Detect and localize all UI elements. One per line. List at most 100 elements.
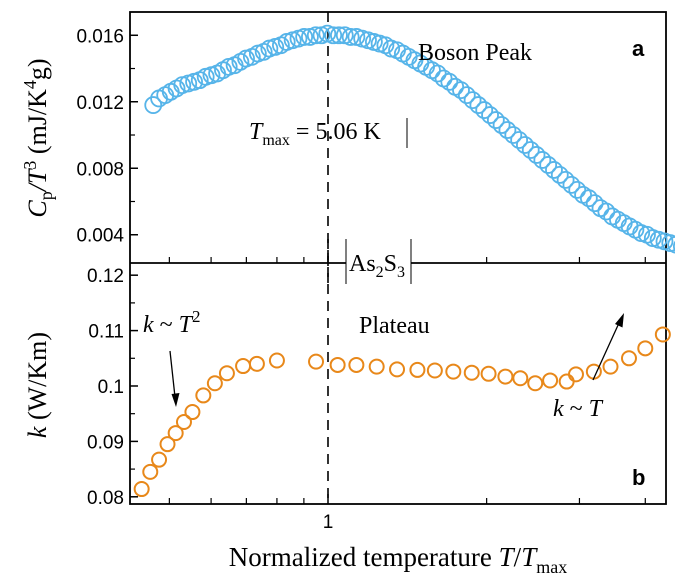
heat-capacity-point (545, 161, 563, 179)
heat-capacity-point (667, 235, 675, 254)
heat-capacity-point (527, 146, 546, 164)
thermal-conductivity-point (184, 404, 201, 421)
heat-capacity-point (463, 91, 482, 109)
thermal-conductivity-point (248, 355, 265, 372)
heat-capacity-point (498, 121, 517, 139)
x-tick-label: 1 (323, 512, 334, 533)
panel-a-y-tick-label: 0.004 (76, 226, 124, 247)
thermal-conductivity-point (142, 463, 159, 480)
heat-capacity-point (550, 166, 569, 184)
thermal-conductivity-point (558, 373, 575, 390)
thermal-conductivity-point (463, 364, 480, 381)
series-heat-capacity (144, 24, 675, 254)
heat-capacity-point (295, 28, 314, 46)
panel-letter-a: a (632, 36, 645, 61)
heat-capacity-point (144, 96, 163, 114)
heat-capacity-point (452, 81, 470, 100)
heat-capacity-point (475, 101, 494, 119)
heat-capacity-point (521, 141, 540, 159)
heat-capacity-point (457, 86, 476, 105)
heat-capacity-point (579, 189, 598, 208)
low-t-arrow (169, 350, 180, 407)
thermal-conductivity-point (175, 414, 192, 431)
panel-b-y-tick-label: 0.11 (88, 322, 124, 343)
low-t-scaling-label: k ~ T2 (143, 307, 201, 338)
x-axis-title: Normalized temperature T/Tmax (229, 542, 567, 577)
thermal-conductivity-point (206, 375, 223, 392)
thermal-conductivity-point (567, 366, 584, 383)
heat-capacity-point (492, 116, 511, 134)
y-axis-title-b: k (W/Km) (23, 332, 52, 438)
heat-capacity-point (510, 131, 529, 149)
heat-capacity-point (208, 64, 227, 83)
thermal-conductivity-point (620, 350, 637, 367)
thermal-conductivity-point (151, 451, 168, 468)
heat-capacity-point (486, 111, 505, 129)
thermal-conductivity-point (308, 353, 325, 370)
thermal-conductivity-point (409, 361, 426, 378)
thermal-conductivity-point (480, 365, 497, 382)
thermal-conductivity-point (637, 340, 654, 357)
heat-capacity-point (341, 28, 360, 46)
thermal-conductivity-point (368, 358, 385, 375)
thermal-conductivity-point (133, 481, 150, 498)
panel-a-y-tick-label: 0.012 (76, 93, 124, 114)
thermal-conductivity-point (527, 375, 544, 392)
boson-peak-label: Boson Peak (418, 40, 532, 66)
material-label: As2S3 (349, 251, 405, 281)
thermal-conductivity-point (195, 387, 212, 404)
heat-capacity-point (597, 202, 616, 221)
heat-capacity-point (324, 26, 343, 45)
heat-capacity-point (609, 210, 627, 229)
thermal-conductivity-point (654, 326, 671, 343)
thermal-conductivity-point (167, 425, 184, 442)
heat-capacity-point (440, 72, 459, 91)
plateau-label: Plateau (359, 313, 430, 339)
thermal-conductivity-point (348, 356, 365, 373)
heat-capacity-point (562, 175, 581, 194)
thermal-conductivity-point (329, 356, 346, 373)
heat-capacity-point (399, 47, 418, 66)
material-label-bg (346, 239, 411, 284)
thermal-conductivity-point (235, 358, 252, 375)
heat-capacity-point (585, 194, 604, 213)
thermal-conductivity-point (542, 372, 559, 389)
y-axis-title-a: Cp/T3 (mJ/K4g) (20, 58, 56, 217)
thermal-conductivity-point (445, 363, 462, 380)
heat-capacity-point (614, 214, 633, 233)
panel-b-y-tick-label: 0.12 (87, 266, 124, 287)
heat-capacity-point (428, 64, 447, 83)
heat-capacity-point (481, 106, 499, 124)
heat-capacity-point (161, 82, 180, 101)
panel-b-y-tick-label: 0.1 (98, 377, 124, 398)
heat-capacity-point (469, 96, 488, 114)
panel-a-y-tick-label: 0.008 (76, 159, 124, 180)
series-thermal-conductivity (133, 326, 671, 498)
heat-capacity-point (556, 170, 575, 189)
panel-a-y-tick-label: 0.016 (76, 26, 124, 47)
thermal-conductivity-point (426, 362, 443, 379)
heat-capacity-point (516, 136, 534, 154)
panel-b-y-tick-label: 0.09 (87, 432, 124, 453)
thermal-conductivity-point (159, 436, 176, 453)
thermal-conductivity-point (389, 361, 406, 378)
heat-capacity-point (504, 126, 523, 144)
high-t-arrow (592, 313, 624, 381)
tmax-label: Tmax = 5.06 K (249, 119, 381, 149)
plot-frame (129, 11, 667, 505)
axes-layer: 0.004 0.008 0.012 0.016 0.08 0.09 0.1 0.11 0.12 1 (76, 26, 646, 533)
heat-capacity-point (620, 217, 639, 236)
heat-capacity-point (533, 151, 552, 169)
thermal-conductivity-point (218, 365, 235, 382)
heat-capacity-point (306, 26, 325, 45)
panel-b-y-tick-label: 0.08 (87, 488, 124, 509)
thermal-conductivity-point (512, 370, 529, 387)
heat-capacity-point (673, 240, 675, 252)
heat-capacity-point (330, 26, 348, 45)
thermal-conductivity-point (497, 368, 514, 385)
panel-letter-b: b (632, 465, 645, 490)
thermal-conductivity-point (602, 358, 619, 375)
heat-capacity-point (568, 180, 587, 199)
high-t-scaling-label: k ~ T (553, 396, 604, 422)
